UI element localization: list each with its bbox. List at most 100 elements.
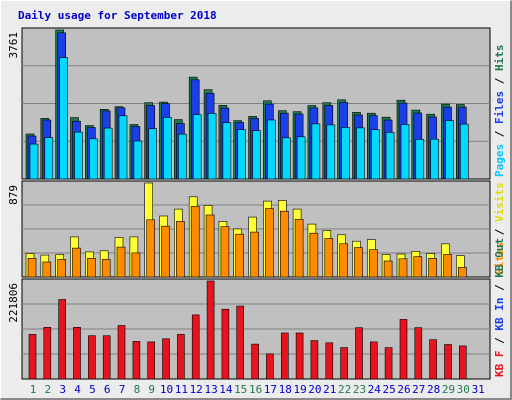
legend-separator: / [493,331,506,351]
bar [267,119,276,180]
legend-entry: KB Out [493,238,506,278]
day-label: 20 [308,383,321,396]
day-label: 2 [44,383,51,396]
day-label: 5 [89,383,96,396]
day-label: 16 [249,383,262,396]
bar [131,252,141,278]
bar [339,243,348,278]
bar [400,124,410,180]
bar [59,57,69,180]
bar [309,232,319,278]
chart-title: Daily usage for September 2018 [18,9,217,22]
bar [235,233,244,278]
bar [190,206,200,278]
bar [324,238,334,278]
day-label: 13 [204,383,217,396]
bar [163,117,172,180]
bar [428,257,437,278]
bar [295,332,304,380]
legend-separator: / [493,124,506,144]
legend-entry: Hits [493,45,506,72]
bar [222,122,232,180]
day-label: 24 [368,383,382,396]
bar [43,326,52,380]
bar [118,115,128,180]
day-label: 4 [74,383,81,396]
day-label: 9 [148,383,155,396]
bar [29,143,39,180]
bar [178,133,187,180]
bar [445,120,454,180]
bar [147,341,155,380]
day-label: 3 [59,383,66,396]
legend-entry: Pages [493,144,506,177]
bar [28,334,37,380]
panel-max-label: 221806 [7,283,20,323]
bar [369,341,378,380]
legend-separator: / [493,71,506,91]
bar [459,123,469,180]
panel-max-label: 879 [7,185,20,205]
bar [310,340,319,380]
bar [44,137,54,180]
bar [42,261,52,278]
bar [87,257,96,278]
day-label: 31 [472,383,485,396]
bar [161,225,170,278]
legend-separator: / [493,222,506,242]
bar [384,347,393,380]
bar [236,305,244,380]
bar [356,127,365,180]
bar [192,114,202,180]
day-label: 1 [30,383,37,396]
bar [88,335,96,380]
panel-legend: KB F / KB In / KB Out [493,238,506,377]
bar [266,353,274,380]
day-label: 8 [134,383,141,396]
day-label: 7 [119,383,126,396]
bar [205,214,215,278]
day-label: 14 [219,383,233,396]
bar [146,219,155,278]
day-label: 12 [190,383,203,396]
bar [220,226,230,278]
bar [89,138,98,180]
bar [341,127,350,180]
bar [398,258,408,278]
bar [103,127,113,180]
bar [413,256,423,278]
legend-entry: Files [493,91,506,124]
bar [221,308,230,380]
bar [294,219,304,278]
bar [162,338,170,380]
bar [237,129,246,180]
bar [458,345,467,380]
bar [132,341,141,380]
day-label: 23 [353,383,366,396]
day-label: 11 [175,383,188,396]
bar [415,139,425,180]
series-pages [29,57,469,180]
bar [296,136,306,180]
panel-legend: Pages / Files / Hits [493,45,506,178]
bar [74,131,83,180]
bar [355,327,363,380]
bar [101,259,111,278]
legend-entry: KB In [493,298,506,331]
bar [73,326,81,380]
bar [102,335,111,380]
bar [399,319,408,380]
panel-bottom: 221806 KB F / KB In / KB Out [7,238,506,380]
bar [414,327,423,380]
bar [326,124,336,180]
panel-max-label: 3761 [7,32,20,59]
day-label: 10 [160,383,173,396]
bar [27,257,37,278]
legend-entry: Visits [493,182,506,222]
day-label: 19 [293,383,306,396]
series-kb-f [28,280,467,380]
day-label: 28 [427,383,440,396]
bar [176,221,185,278]
panel-top: 3761 Pages / Files / Hits [7,27,506,180]
